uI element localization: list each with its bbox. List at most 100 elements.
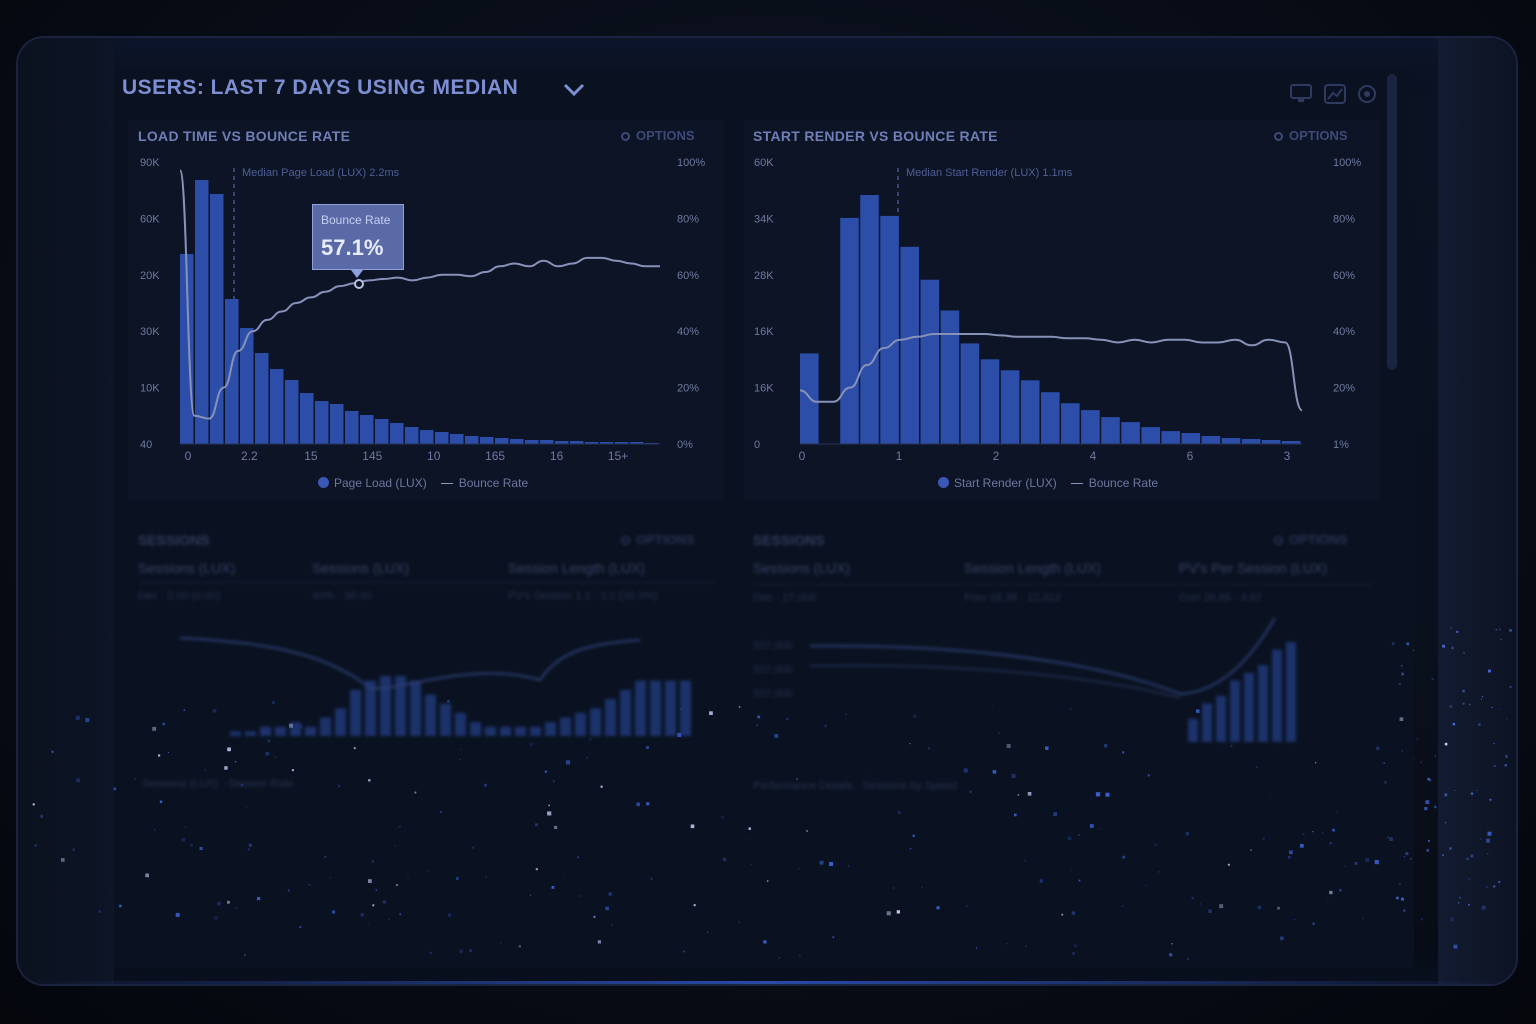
x-tick-label: 2.2 — [241, 449, 258, 463]
sessions-right-col-2: Session Length (LUX) — [964, 560, 1101, 576]
legend-line-icon — [1070, 483, 1083, 484]
bar — [900, 246, 919, 444]
sessions-left-options-button[interactable]: OPTIONS — [621, 532, 695, 547]
load-time-legend: Page Load (LUX) Bounce Rate — [318, 476, 528, 490]
bar — [180, 254, 194, 444]
bar — [365, 680, 376, 736]
bar — [510, 439, 524, 444]
bar — [540, 440, 554, 444]
bar — [1101, 417, 1120, 444]
bar — [230, 731, 241, 736]
options-label: OPTIONS — [1289, 532, 1348, 547]
y-left-tick-label: 10K — [140, 383, 160, 395]
bar — [335, 708, 346, 736]
bar — [555, 441, 569, 444]
y-left-tick-label: 16K — [754, 383, 774, 395]
bar — [405, 427, 419, 444]
x-tick-label: 15+ — [608, 449, 628, 463]
load-time-options-button[interactable]: OPTIONS — [621, 128, 695, 143]
chart-icon[interactable] — [1324, 84, 1346, 104]
sessions-right-sub-2: Prev 18.36 · 12,312 — [964, 592, 1061, 604]
sessions-left-line — [179, 637, 641, 690]
bar — [1000, 370, 1020, 444]
bar — [435, 432, 449, 444]
bar — [195, 180, 209, 444]
render-median-label: Median Start Render (LUX) 1.1ms — [906, 167, 1073, 179]
bounce-rate-tooltip: Bounce Rate 57.1% — [312, 204, 404, 270]
bar — [530, 726, 541, 736]
y-left-tick-label: 60K — [140, 213, 160, 225]
x-tick-label: 0 — [799, 449, 806, 463]
options-icon — [1274, 536, 1283, 545]
options-icon — [621, 132, 630, 141]
bar — [980, 359, 1000, 444]
bar — [1221, 438, 1241, 444]
sessions-right-options-button[interactable]: OPTIONS — [1274, 532, 1348, 547]
bar — [545, 722, 556, 736]
bar — [315, 401, 329, 444]
bar — [495, 438, 509, 444]
bar — [585, 442, 599, 444]
sessions-right-footer: Performance Details · Sessions by Speed — [753, 780, 957, 792]
load-median-label: Median Page Load (LUX) 2.2ms — [242, 167, 400, 179]
bar — [285, 380, 299, 444]
sessions-left-title: SESSIONS — [138, 532, 210, 548]
bar — [590, 708, 601, 736]
y-right-tick-label: 40% — [1333, 326, 1355, 338]
sessions-left-sub-1: Dec · 2.00 (0.00) — [138, 590, 221, 602]
bar — [920, 279, 940, 444]
y-right-tick-label: 20% — [677, 383, 699, 395]
bar — [1286, 642, 1296, 742]
bar — [1161, 431, 1180, 444]
bar — [605, 699, 616, 736]
bar — [1241, 439, 1261, 444]
legend-dot-icon — [938, 477, 949, 488]
help-icon[interactable] — [1356, 84, 1378, 104]
monitor-icon[interactable] — [1290, 84, 1312, 104]
bar — [455, 712, 466, 736]
bar — [1081, 410, 1100, 444]
start-render-legend: Start Render (LUX) Bounce Rate — [938, 476, 1158, 490]
bar — [1121, 422, 1140, 444]
legend-series2: Bounce Rate — [458, 476, 529, 490]
chevron-down-icon[interactable] — [562, 80, 586, 100]
y-left-tick-label: 28K — [754, 270, 774, 282]
y-right-tick-label: 60% — [1333, 270, 1355, 282]
divider — [138, 582, 718, 583]
y-right-tick-label: 80% — [1333, 213, 1355, 225]
bar — [615, 442, 629, 444]
bar — [270, 369, 284, 444]
y-left-tick-label: 0 — [754, 439, 760, 451]
right-bezel — [1438, 38, 1516, 984]
sessions-right-line — [809, 617, 1276, 696]
tooltip-pointer — [351, 270, 363, 278]
bar — [860, 195, 879, 444]
page-title: USERS: LAST 7 DAYS USING MEDIAN — [122, 76, 519, 99]
options-icon — [1274, 132, 1283, 141]
scrollbar[interactable] — [1387, 74, 1397, 370]
bar — [395, 676, 406, 736]
bar — [620, 689, 631, 736]
y-left-tick-label: 20K — [140, 270, 160, 282]
start-render-chart: 60K 34K 28K 16K 16K 0 100% 80% 60% 40% 20% 1% 0 1 2 4 6 3 — [754, 157, 1361, 463]
bar — [680, 680, 691, 736]
options-label: OPTIONS — [636, 532, 695, 547]
bar — [320, 717, 331, 736]
x-tick-label: 16 — [550, 449, 564, 463]
bar — [650, 680, 661, 736]
start-render-options-button[interactable]: OPTIONS — [1274, 128, 1348, 143]
bar — [1281, 441, 1301, 444]
divider — [753, 584, 1373, 585]
y-right-tick-label: 1% — [1333, 439, 1349, 451]
bar — [350, 689, 361, 736]
bar — [330, 404, 344, 444]
sessions-right-row-label: 557,000 — [753, 640, 793, 652]
options-label: OPTIONS — [1289, 128, 1348, 143]
bar — [420, 430, 434, 444]
load-time-panel-title: LOAD TIME VS BOUNCE RATE — [138, 128, 351, 144]
x-tick-label: 165 — [485, 449, 505, 463]
x-tick-label: 2 — [993, 449, 1000, 463]
x-tick-label: 0 — [185, 449, 192, 463]
x-tick-label: 4 — [1090, 449, 1097, 463]
